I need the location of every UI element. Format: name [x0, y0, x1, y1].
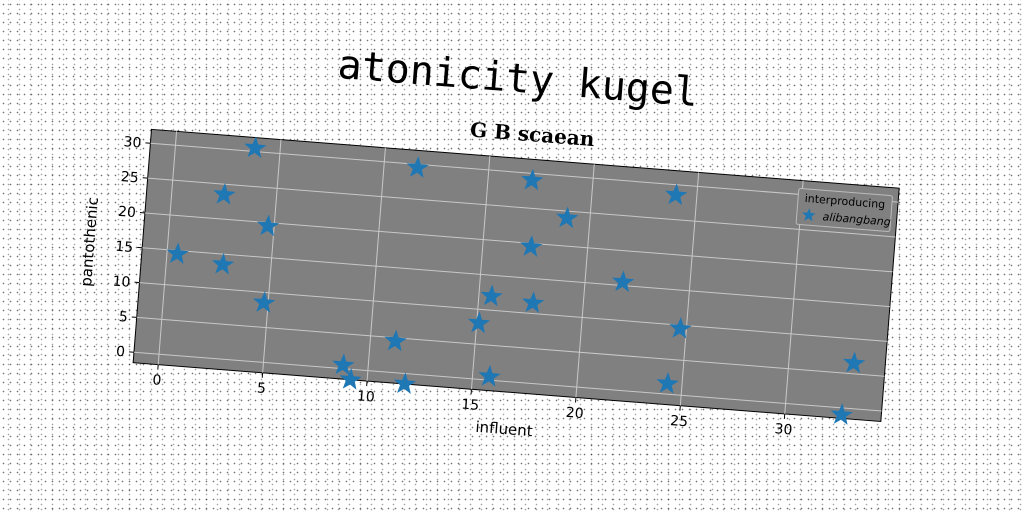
y-tick-label: 0: [115, 344, 125, 361]
data-point-star: [393, 372, 417, 395]
data-point-star: [166, 242, 189, 265]
data-point-star: [611, 270, 635, 293]
y-grid-line: [147, 177, 896, 238]
legend-star-marker: [802, 208, 816, 222]
data-point-star: [843, 351, 866, 374]
x-grid-line: [575, 164, 595, 398]
data-point-star: [467, 311, 491, 334]
data-point-star: [556, 206, 579, 229]
data-point-star: [213, 182, 236, 205]
data-point-star: [332, 353, 355, 376]
chart-title: atonicity kugel: [336, 42, 700, 116]
y-grid-line: [150, 142, 899, 203]
y-grid-line: [139, 282, 888, 342]
data-point-star: [520, 235, 543, 257]
data-point-star: [669, 316, 692, 339]
data-point-star: [830, 403, 853, 425]
data-point-star: [253, 291, 276, 313]
legend-series-label: alibangbang: [822, 210, 891, 228]
data-point-star: [522, 291, 545, 314]
x-grid-line: [366, 147, 386, 382]
y-tick-label: 20: [117, 204, 136, 221]
x-tick-label: 5: [256, 380, 266, 397]
y-tick-label: 15: [115, 239, 134, 256]
x-grid-line: [157, 131, 178, 365]
scatter-points: [166, 136, 866, 425]
x-tick-label: 0: [152, 372, 162, 389]
y-tick-label: 25: [120, 169, 139, 186]
x-tick-label: 30: [774, 421, 793, 438]
data-point-star: [384, 329, 407, 352]
y-tick-label: 30: [123, 134, 142, 151]
data-point-star: [521, 168, 544, 191]
data-point-star: [478, 364, 501, 387]
x-grid-line: [262, 139, 282, 373]
legend-title: interproducing: [804, 192, 885, 211]
data-point-star: [211, 252, 235, 275]
x-tick-label: 10: [356, 388, 375, 405]
y-tick-label: 5: [118, 309, 128, 326]
data-point-star: [656, 371, 679, 394]
chart-subtitle: G B scaean: [469, 117, 595, 151]
y-axis-label: pantothenic: [77, 196, 102, 287]
plot-area: [132, 128, 900, 423]
data-point-star: [406, 156, 429, 178]
x-axis-label: influent: [475, 418, 534, 440]
y-axis-ticks: 0 5 10 15 20 25 30: [112, 134, 151, 361]
data-point-star: [339, 368, 362, 390]
y-tick-label: 10: [112, 273, 131, 290]
plot-group: G B scaean 0 5 10 15 20 25 30 0 5 10 15 20 25 30 inf…: [77, 117, 900, 440]
x-grid-line: [470, 155, 491, 390]
data-point-star: [244, 136, 267, 159]
x-tick-label: 20: [565, 405, 584, 422]
data-point-star: [665, 183, 688, 206]
x-tick-label: 25: [670, 413, 689, 430]
x-grid-line: [679, 172, 700, 406]
data-point-star: [480, 284, 503, 307]
y-grid-line: [136, 316, 885, 377]
data-point-star: [256, 214, 280, 237]
y-grid-line: [142, 247, 890, 308]
x-axis-ticks: 0 5 10 15 20 25 30: [152, 364, 793, 439]
legend-box: [795, 188, 893, 232]
x-tick-label: 15: [461, 397, 480, 414]
y-grid-line: [133, 351, 882, 412]
